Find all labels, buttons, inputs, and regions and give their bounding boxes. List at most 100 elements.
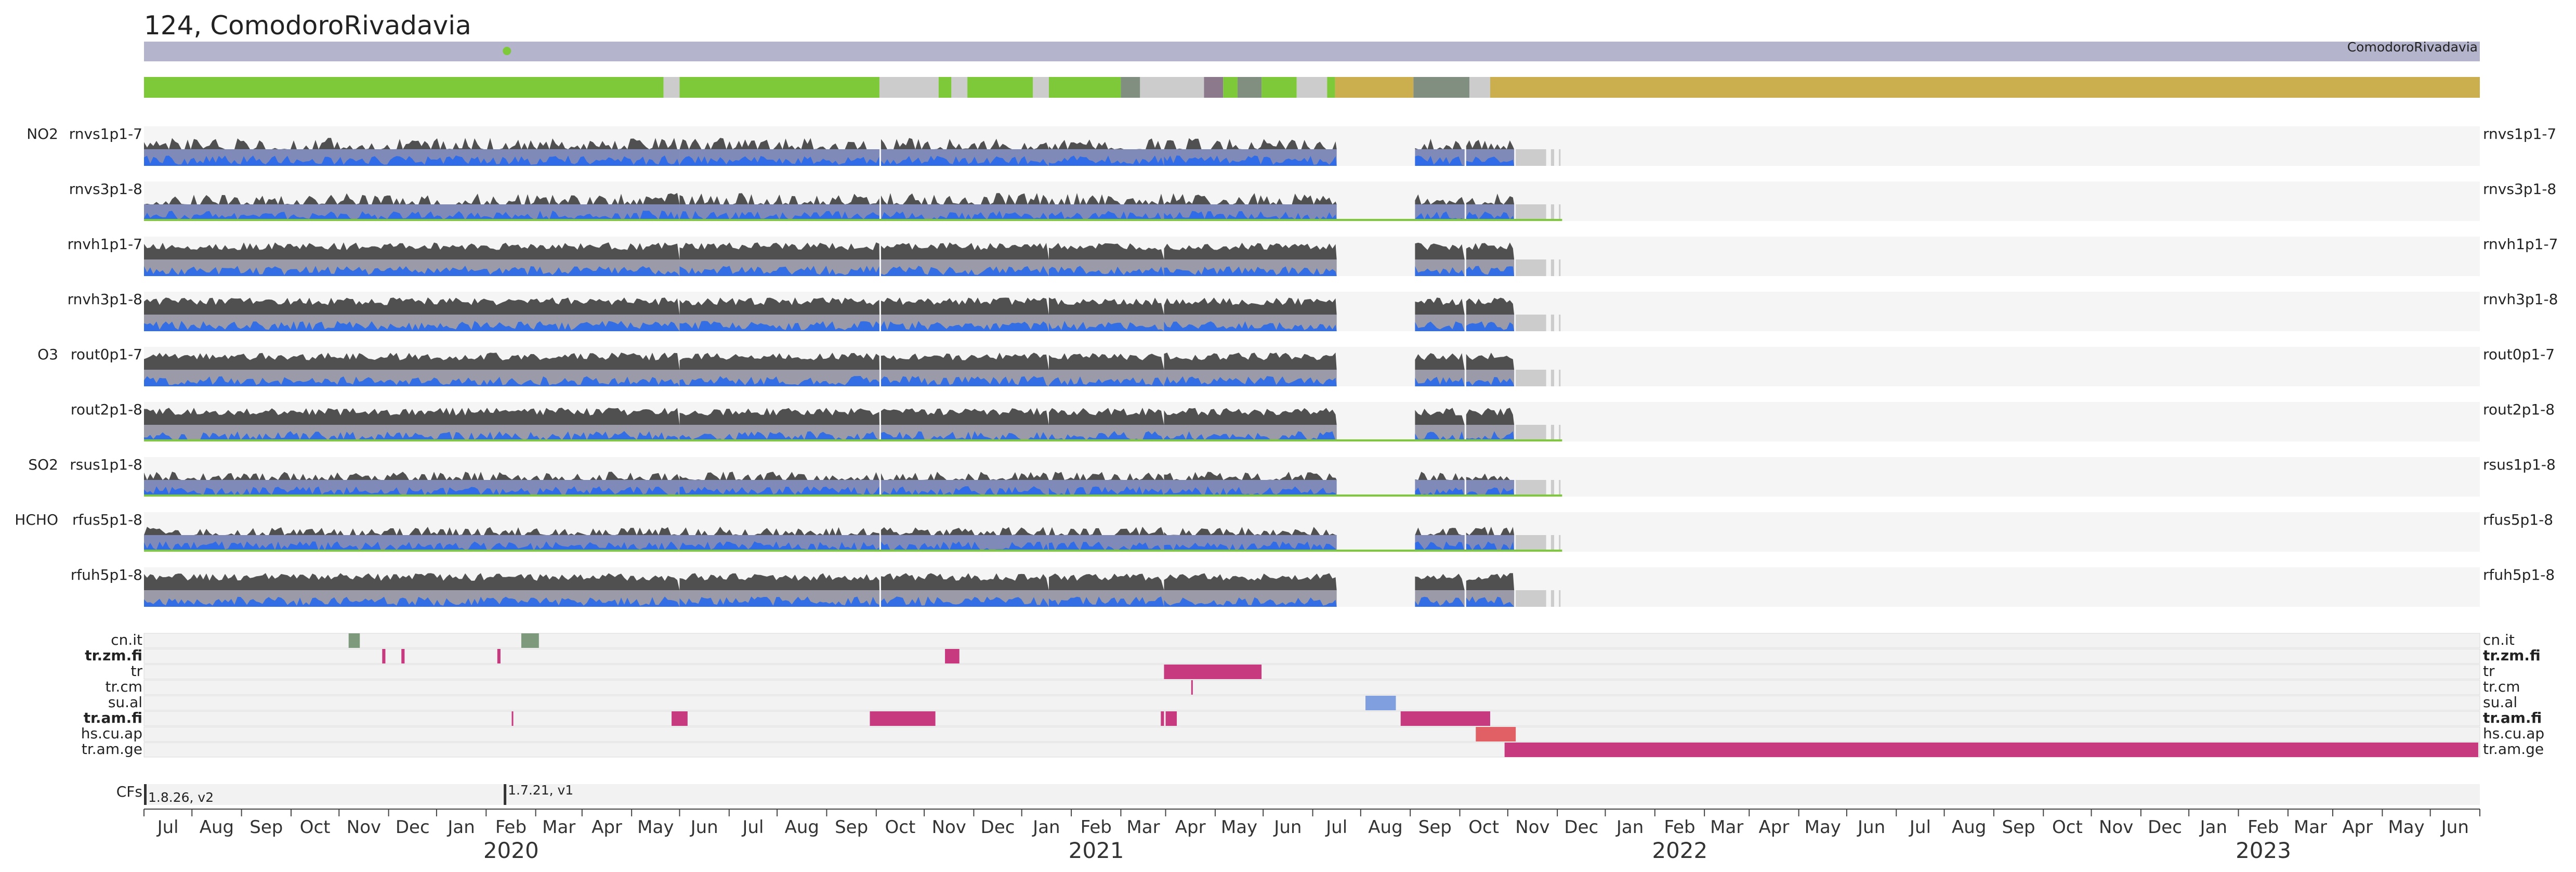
event-span-1-0 xyxy=(382,649,386,663)
month-label-44: Mar xyxy=(2294,817,2327,838)
status-segment-20 xyxy=(1490,77,2480,98)
month-label-35: Jun xyxy=(1857,817,1885,838)
event-label-left-1: tr.zm.fi xyxy=(85,647,142,664)
series-bars-0 xyxy=(144,138,1561,166)
month-label-13: Aug xyxy=(785,817,819,838)
status-segment-2 xyxy=(679,77,879,98)
status-segment-10 xyxy=(1140,77,1204,98)
series-group-4: O3 xyxy=(37,346,58,363)
month-label-36: Jul xyxy=(1909,817,1931,838)
event-span-1-1 xyxy=(401,649,405,663)
month-label-9: Apr xyxy=(592,817,622,838)
cf-label: CFs xyxy=(116,783,142,800)
month-label-7: Feb xyxy=(495,817,527,838)
event-span-4-0 xyxy=(1365,696,1396,710)
time-axis: Jul Aug Sep Oct Nov Dec Jan Feb Mar Apr May Jun Jul A… xyxy=(143,809,2480,863)
status-segment-3 xyxy=(879,77,939,98)
event-row-bg-2 xyxy=(143,664,2480,680)
series-rows: NO2 rnvs1p1-7 rnvs1p1-7 rnvs3p1-8 rnvs3p1-8 r… xyxy=(15,125,2558,607)
status-segment-11 xyxy=(1204,77,1224,98)
month-label-46: May xyxy=(2388,817,2424,838)
station-bar xyxy=(144,42,2480,61)
series-bars-3 xyxy=(144,297,1561,331)
status-segment-18 xyxy=(1413,77,1469,98)
status-marker-dot xyxy=(503,47,511,55)
series-group-0: NO2 xyxy=(27,125,58,142)
event-span-2-0 xyxy=(1164,665,1262,679)
event-span-7-0 xyxy=(1504,743,2478,757)
series-baseline-7 xyxy=(144,550,1562,552)
series-label-left-0: rnvs1p1-7 xyxy=(69,125,142,142)
month-label-29: Dec xyxy=(1564,817,1598,838)
status-segment-12 xyxy=(1223,77,1238,98)
month-label-4: Nov xyxy=(347,817,381,838)
month-label-47: Jun xyxy=(2440,817,2469,838)
status-segment-17 xyxy=(1335,77,1414,98)
series-label-right-3: rnvh3p1-8 xyxy=(2483,291,2558,308)
status-segment-6 xyxy=(967,77,1033,98)
event-label-right-7: tr.am.ge xyxy=(2483,740,2544,758)
month-label-45: Apr xyxy=(2342,817,2373,838)
month-label-30: Jan xyxy=(1615,817,1644,838)
month-label-38: Sep xyxy=(2002,817,2035,838)
month-label-33: Apr xyxy=(1759,817,1790,838)
series-baseline-1 xyxy=(144,219,1562,221)
series-label-left-7: rfus5p1-8 xyxy=(72,511,142,528)
cf-version-mark-0 xyxy=(144,784,147,805)
year-label-0: 2020 xyxy=(483,838,539,863)
month-label-20: Mar xyxy=(1126,817,1160,838)
month-label-23: Jun xyxy=(1273,817,1302,838)
event-span-5-5 xyxy=(1400,711,1490,726)
event-label-left-3: tr.cm xyxy=(106,678,143,695)
series-label-right-0: rnvs1p1-7 xyxy=(2483,125,2556,142)
series-bars-5 xyxy=(144,408,1561,441)
event-label-right-2: tr xyxy=(2483,662,2495,680)
month-label-25: Aug xyxy=(1368,817,1402,838)
series-label-right-4: rout0p1-7 xyxy=(2483,346,2555,363)
series-bars-1 xyxy=(144,193,1561,221)
cf-row-bg xyxy=(144,784,2480,805)
series-baseline-6 xyxy=(144,494,1562,497)
month-label-19: Feb xyxy=(1081,817,1112,838)
status-segment-5 xyxy=(951,77,968,98)
year-label-3: 2023 xyxy=(2236,838,2291,863)
month-label-28: Nov xyxy=(1515,817,1549,838)
event-label-left-4: su.al xyxy=(108,694,142,711)
event-label-right-5: tr.am.fi xyxy=(2483,709,2542,726)
event-label-right-3: tr.cm xyxy=(2483,678,2520,695)
series-bars-6 xyxy=(144,472,1561,497)
cf-version-label-0: 1.8.26, v2 xyxy=(148,790,214,805)
month-label-3: Oct xyxy=(300,817,331,838)
station-label: ComodoroRivadavia xyxy=(2347,40,2478,55)
cf-version-label-1: 1.7.21, v1 xyxy=(508,783,573,798)
event-label-right-6: hs.cu.ap xyxy=(2483,725,2544,742)
series-label-left-4: rout0p1-7 xyxy=(71,346,142,363)
event-span-5-0 xyxy=(511,711,514,726)
month-label-16: Nov xyxy=(932,817,966,838)
month-label-17: Dec xyxy=(981,817,1015,838)
month-label-41: Dec xyxy=(2148,817,2182,838)
event-row-bg-6 xyxy=(143,726,2480,742)
event-span-0-0 xyxy=(348,633,360,648)
month-label-11: Jun xyxy=(690,817,718,838)
month-label-6: Jan xyxy=(446,817,475,838)
month-label-12: Jul xyxy=(741,817,764,838)
month-label-10: May xyxy=(637,817,674,838)
status-segment-9 xyxy=(1121,77,1140,98)
month-label-14: Sep xyxy=(835,817,868,838)
month-label-27: Oct xyxy=(1468,817,1499,838)
year-label-2: 2022 xyxy=(1652,838,1707,863)
status-segment-0 xyxy=(144,77,664,98)
event-row-bg-4 xyxy=(143,695,2480,711)
series-label-right-1: rnvs3p1-8 xyxy=(2483,180,2556,198)
chart-title: 124, ComodoroRivadavia xyxy=(144,10,471,41)
status-segment-16 xyxy=(1327,77,1335,98)
status-segment-13 xyxy=(1237,77,1262,98)
month-label-22: May xyxy=(1221,817,1257,838)
event-span-5-3 xyxy=(1161,711,1164,726)
month-label-39: Oct xyxy=(2052,817,2083,838)
month-label-31: Feb xyxy=(1664,817,1695,838)
status-segment-4 xyxy=(938,77,952,98)
series-bars-4 xyxy=(144,353,1561,386)
